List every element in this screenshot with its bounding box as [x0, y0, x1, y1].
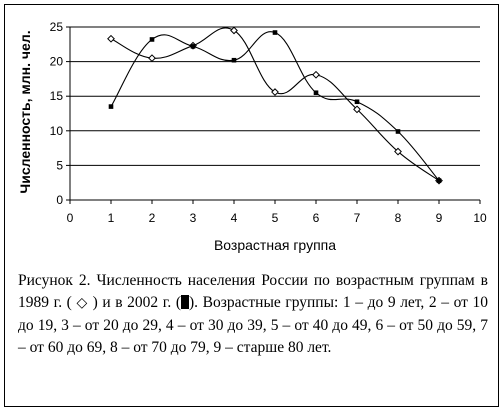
point-marker: [271, 88, 279, 96]
point-marker: [230, 26, 238, 35]
x-axis-title: Возрастная группа: [214, 237, 336, 253]
y-tick-label: 15: [50, 89, 64, 103]
point-marker: [148, 54, 156, 63]
series-lines: [107, 26, 443, 185]
x-tick-label: 8: [395, 211, 402, 225]
figure-caption: Рисунок 2. Численность населения России …: [18, 270, 488, 359]
x-tick-label: 5: [272, 211, 279, 225]
caption-text-1: Рисунок 2. Численность населения России …: [18, 272, 488, 311]
series-line-1: [110, 27, 440, 182]
x-tick-label: 3: [190, 211, 197, 225]
population-chart: 0 5 10 15 20 25 0 1 2 3 4 5 6 7 8 9 10 Численность, млн.…: [17, 20, 487, 253]
point-marker: [394, 147, 402, 156]
x-tick-label: 6: [313, 211, 320, 225]
x-tick-label: 7: [354, 211, 361, 225]
y-tick-label: 10: [50, 124, 64, 138]
caption-text-3: ). Возрастные группы: 1 – до 9 лет, 2 – …: [18, 294, 489, 356]
x-tick-label: 10: [473, 211, 487, 225]
figure-frame: [4, 4, 499, 407]
point-marker: [312, 70, 320, 79]
point-marker: [108, 104, 114, 109]
x-tick-label: 2: [149, 211, 156, 225]
y-tick-label: 20: [50, 55, 64, 69]
point-marker: [313, 90, 319, 96]
point-marker: [354, 99, 360, 105]
point-marker: [436, 178, 442, 183]
point-marker: [107, 34, 115, 43]
legend-diamond-icon: ◇: [76, 296, 88, 311]
point-marker: [231, 57, 237, 63]
x-tick-label: 9: [436, 211, 443, 225]
caption-text-2: ) и в 2002 г. (: [92, 294, 182, 311]
y-tick-label: 25: [50, 20, 64, 34]
x-tick-label: 4: [231, 211, 238, 225]
x-tick-label: 1: [108, 211, 115, 225]
y-tick-label: 5: [56, 158, 63, 172]
y-axis-title: Численность, млн. чел.: [17, 30, 33, 193]
x-tick-label: 0: [67, 211, 74, 225]
point-marker: [190, 44, 196, 49]
series-line-2: [110, 31, 440, 181]
point-marker: [395, 129, 401, 134]
point-marker: [272, 30, 278, 35]
y-tick-label: 0: [56, 193, 63, 207]
grid-lines: [70, 26, 480, 166]
axes: 0 5 10 15 20 25 0 1 2 3 4 5 6 7 8 9 10: [50, 20, 487, 225]
point-marker: [149, 37, 155, 42]
legend-square-icon: [181, 295, 190, 309]
point-marker: [353, 105, 361, 114]
